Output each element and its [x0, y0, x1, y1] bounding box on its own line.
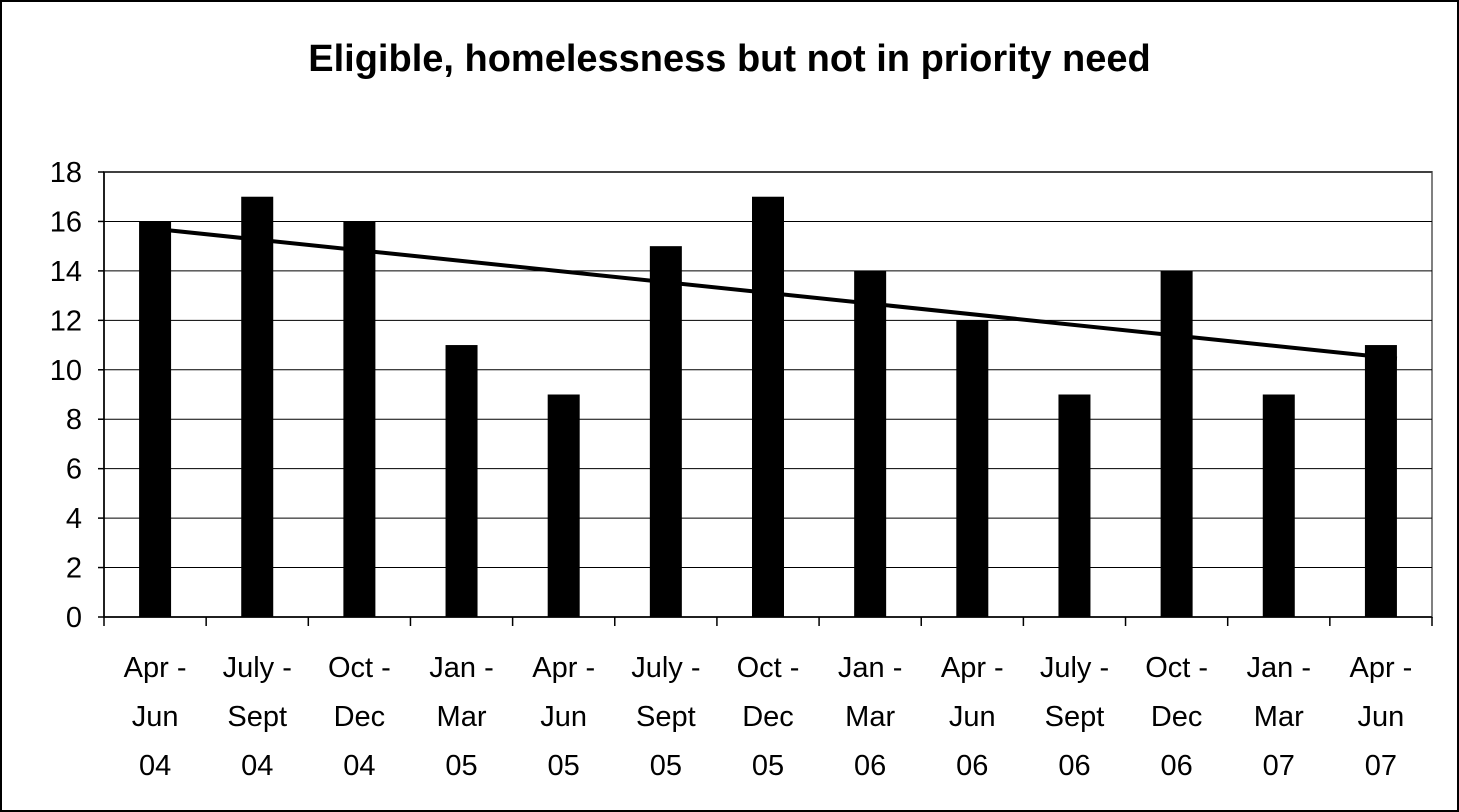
x-tick-label: Mar: [1254, 701, 1304, 733]
x-tick-label: 06: [1058, 750, 1090, 782]
bar: [343, 221, 376, 617]
bar: [1058, 394, 1091, 617]
x-tick-label: 05: [752, 750, 784, 782]
bar: [445, 345, 478, 617]
x-tick-label: Jun: [540, 701, 587, 733]
x-tick-label: Jan -: [429, 652, 493, 684]
x-tick-label: July -: [631, 652, 700, 684]
bars: [139, 196, 1397, 617]
x-tick-label: Oct -: [1145, 652, 1208, 684]
x-tick-label: Oct -: [328, 652, 391, 684]
x-tick-label: 05: [445, 750, 477, 782]
y-tick-label: 18: [50, 157, 82, 189]
x-tick-label: Sept: [1045, 701, 1105, 733]
x-tick-label: July -: [223, 652, 292, 684]
x-tick-label: Apr -: [532, 652, 595, 684]
x-tick-label: Apr -: [941, 652, 1004, 684]
bar: [752, 196, 784, 617]
bar: [956, 320, 989, 617]
x-tick-label: 04: [241, 750, 273, 782]
y-tick-label: 4: [66, 503, 82, 535]
x-tick-label: Sept: [227, 701, 287, 733]
bar: [1160, 270, 1193, 617]
bar: [139, 221, 172, 617]
x-tick-label: Jun: [1358, 701, 1405, 733]
bar: [649, 246, 682, 617]
y-tick-label: 0: [66, 602, 82, 634]
y-tick-label: 2: [66, 553, 82, 585]
y-tick-label: 10: [50, 355, 82, 387]
x-tick-label: Apr -: [124, 652, 187, 684]
y-tick-label: 14: [50, 256, 82, 288]
x-tick-label: 07: [1263, 750, 1295, 782]
x-tick-label: Jan -: [838, 652, 902, 684]
x-tick-label: Oct -: [737, 652, 800, 684]
x-tick-label: 06: [854, 750, 886, 782]
x-tick-label: Mar: [437, 701, 487, 733]
trend-line-group: [154, 226, 1398, 361]
x-tick-label: 07: [1365, 750, 1397, 782]
x-tick-label: 05: [650, 750, 682, 782]
x-tick-label: 04: [139, 750, 171, 782]
x-tick-label: 06: [1160, 750, 1192, 782]
bar: [854, 270, 887, 617]
bar: [547, 394, 580, 617]
tick-labels: 0 2 4 6 8 10 12 14 16 18 Apr - Jun 04 July - Sept 04 Oct…: [50, 157, 1413, 782]
x-tick-label: 05: [548, 750, 580, 782]
x-tick-label: 06: [956, 750, 988, 782]
x-tick-label: Sept: [636, 701, 696, 733]
x-tick-label: Dec: [742, 701, 794, 733]
axes: [98, 171, 1433, 626]
bar: [1262, 394, 1295, 617]
y-tick-label: 12: [50, 305, 82, 337]
x-tick-label: Jun: [949, 701, 996, 733]
x-tick-label: Mar: [845, 701, 895, 733]
trend-line: [154, 226, 1398, 361]
x-tick-label: Dec: [334, 701, 386, 733]
x-tick-label: Dec: [1151, 701, 1203, 733]
y-tick-label: 8: [66, 404, 82, 436]
x-tick-label: July -: [1040, 652, 1109, 684]
x-tick-label: 04: [343, 750, 375, 782]
x-tick-label: Apr -: [1350, 652, 1413, 684]
chart-title: Eligible, homelessness but not in priori…: [308, 38, 1151, 80]
x-tick-label: Jan -: [1247, 652, 1311, 684]
bar: [1364, 345, 1397, 617]
bar: [241, 196, 274, 617]
y-tick-label: 6: [66, 454, 82, 486]
x-tick-label: Jun: [132, 701, 179, 733]
y-tick-label: 16: [50, 206, 82, 238]
